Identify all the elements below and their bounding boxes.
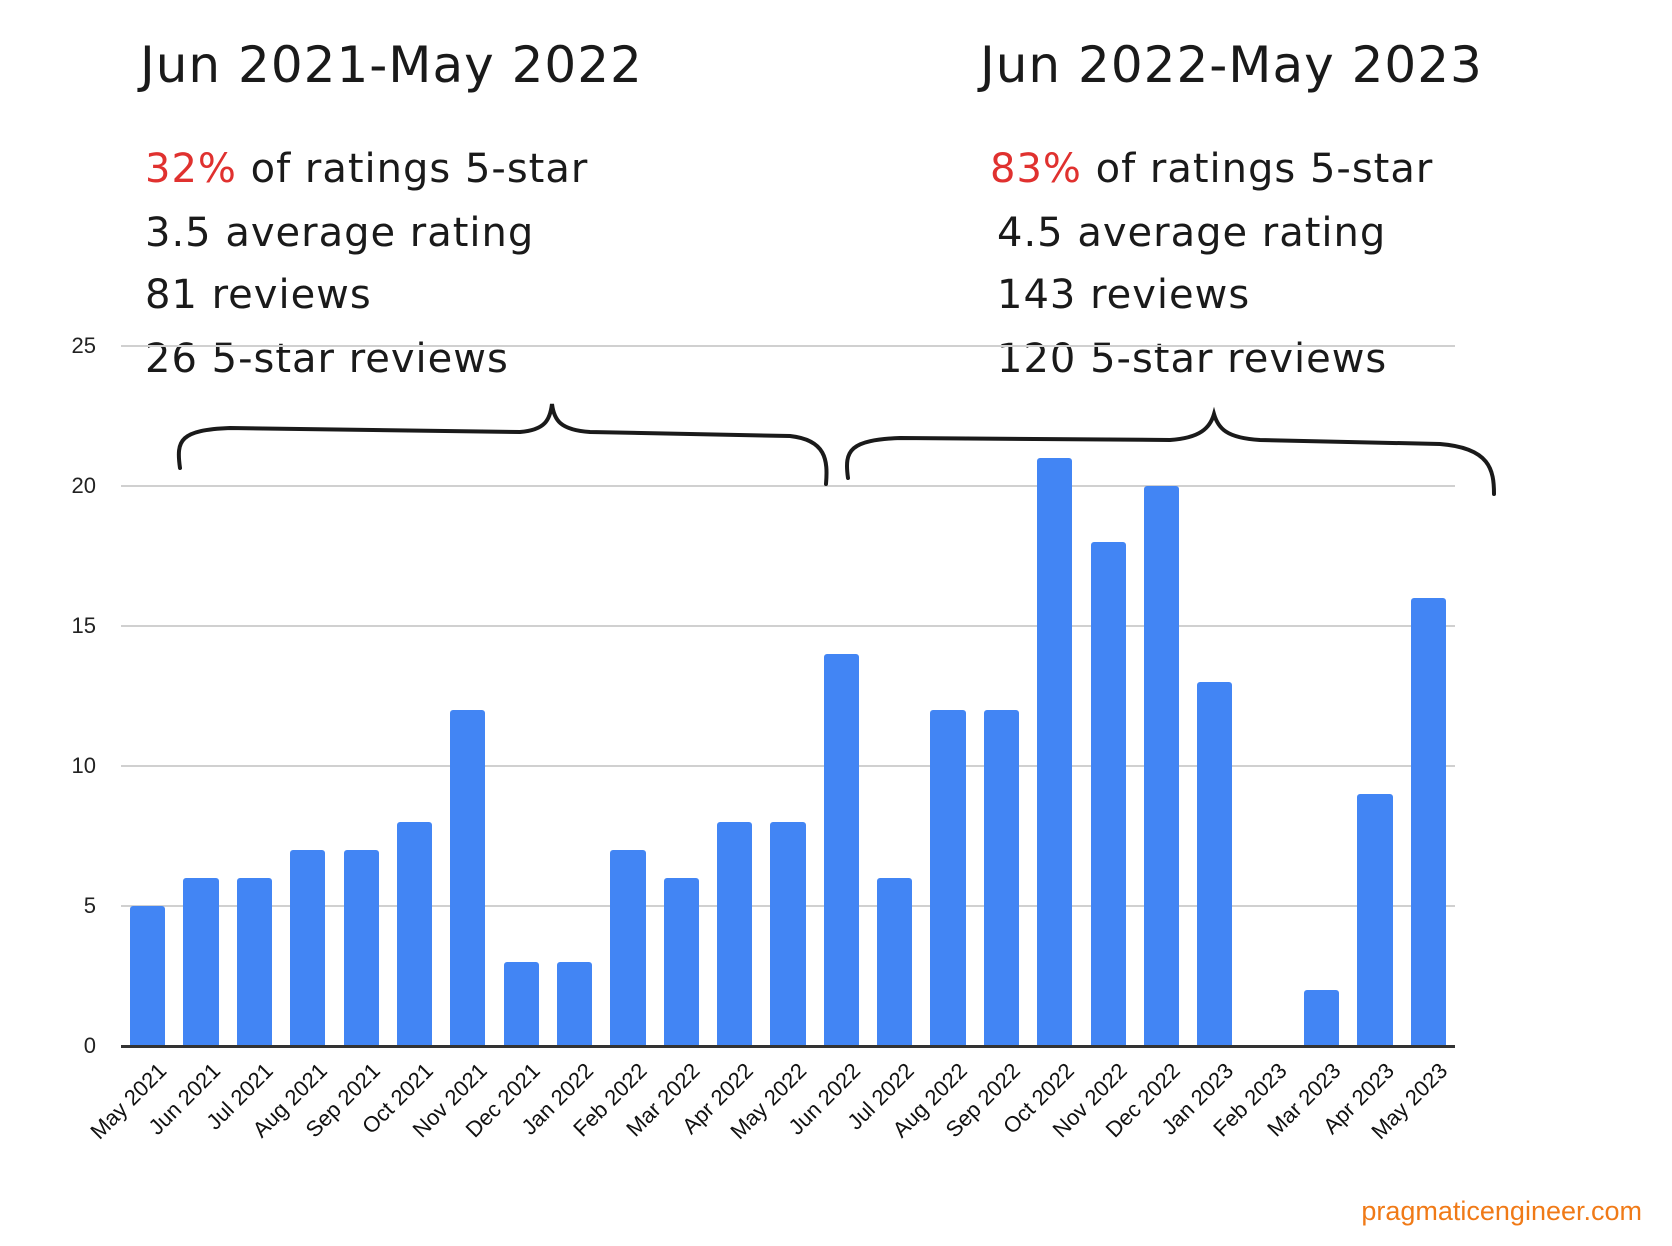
bar-jul-2021 [236,878,272,1046]
bar-aug-2022 [930,710,966,1046]
y-axis-tick-label: 25 [71,333,96,358]
bar-sep-2022 [983,710,1020,1046]
left-pct-value: 32% [145,146,237,192]
right-reviews: 143 reviews [997,272,1251,318]
right-five-star-reviews: 120 5-star reviews [997,336,1388,382]
left-brace-icon [176,403,829,486]
right-pct-suffix: of ratings 5-star [1095,146,1434,192]
bar-jan-2023 [1197,682,1233,1046]
left-average-rating: 3.5 average rating [145,210,535,256]
gridline [121,345,1455,347]
left-pct-suffix: of ratings 5-star [250,146,589,192]
y-axis-tick-label: 10 [71,753,96,778]
bar-nov-2021 [450,710,486,1046]
bar-may-2022 [770,822,806,1046]
bar-jul-2022 [877,878,913,1046]
left-reviews: 81 reviews [145,272,372,318]
left-pct-line: 32% of ratings 5-star [145,146,588,192]
right-brace-icon [845,406,1496,496]
gridline [121,625,1455,627]
credit-watermark: pragmaticengineer.com [1361,1196,1642,1226]
gridline [121,485,1455,487]
y-axis-tick-label: 0 [83,1033,96,1058]
y-axis-tick-label: 20 [71,473,96,498]
right-pct-value: 83% [990,146,1082,192]
gridline [121,765,1455,767]
left-five-star-reviews: 26 5-star reviews [145,336,509,382]
bar-dec-2021 [503,962,539,1046]
bar-aug-2021 [290,850,326,1046]
bar-may-2021 [130,906,166,1046]
bar-feb-2022 [610,850,646,1046]
bar-jun-2022 [823,654,859,1046]
y-axis-tick-label: 5 [83,893,96,918]
left-period-title: Jun 2021-May 2022 [140,36,643,94]
bar-apr-2023 [1357,794,1393,1046]
bar-dec-2022 [1143,486,1180,1046]
bar-oct-2022 [1037,458,1073,1046]
bar-nov-2022 [1090,542,1126,1046]
bar-sep-2021 [343,850,379,1046]
bar-oct-2021 [396,822,433,1046]
right-average-rating: 4.5 average rating [997,210,1387,256]
x-axis-baseline [121,1045,1455,1048]
bar-may-2023 [1410,598,1446,1046]
right-period-title: Jun 2022-May 2023 [980,36,1483,94]
right-pct-line: 83% of ratings 5-star [990,146,1433,192]
bar-apr-2022 [717,822,753,1046]
bar-mar-2022 [663,878,699,1046]
bar-mar-2023 [1303,990,1340,1046]
y-axis-tick-label: 15 [71,613,96,638]
bar-jun-2021 [183,878,219,1046]
bar-jan-2022 [556,962,593,1046]
